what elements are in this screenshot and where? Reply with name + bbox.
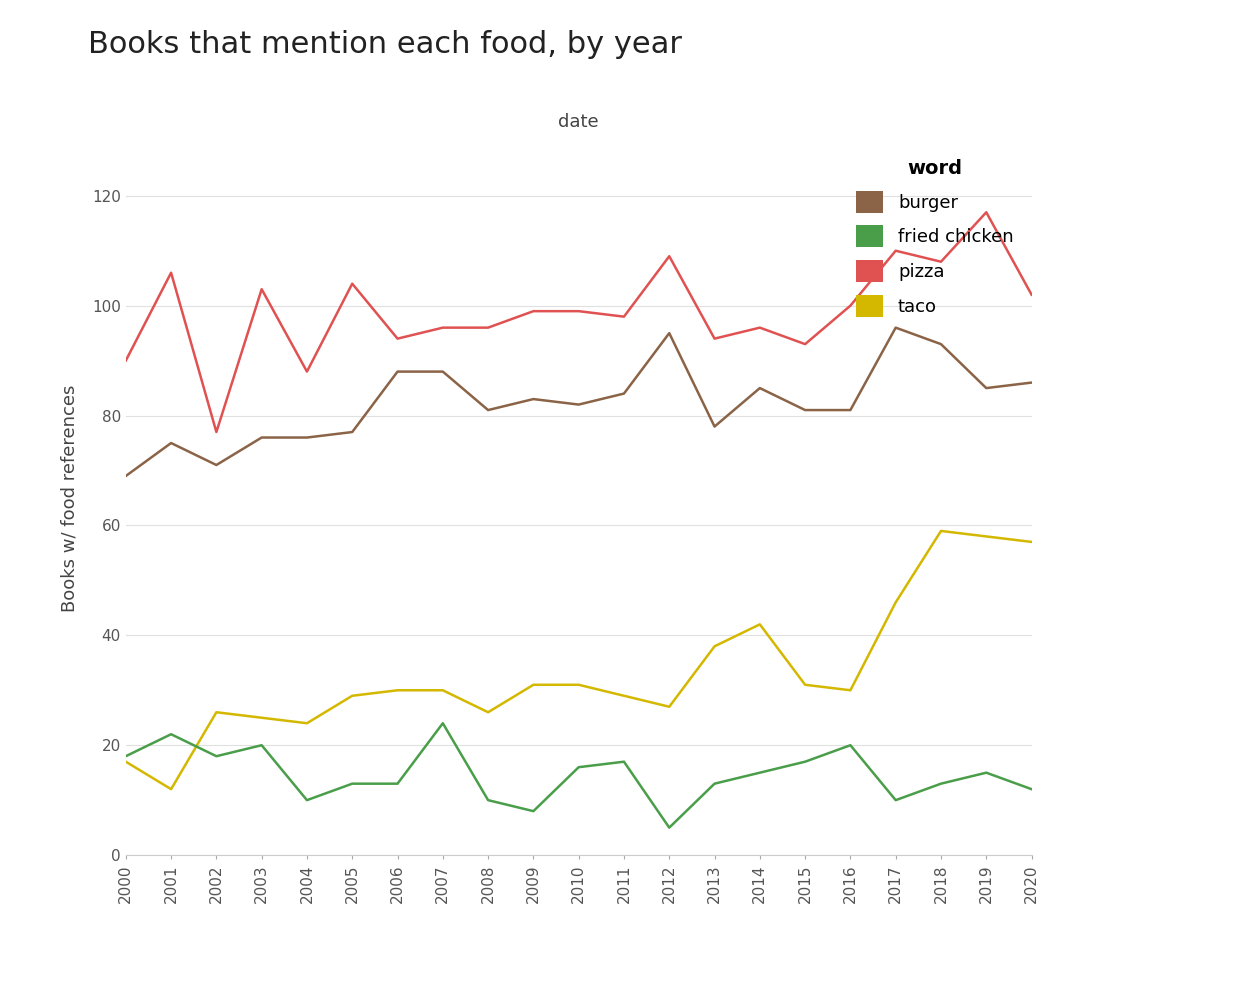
pizza [798, 338, 813, 350]
pizza [299, 365, 314, 377]
taco [118, 756, 133, 768]
pizza [843, 300, 858, 312]
taco [164, 783, 179, 795]
fried chicken [1024, 783, 1039, 795]
pizza [616, 311, 632, 323]
pizza [752, 322, 767, 334]
fried chicken [843, 739, 858, 751]
Line: fried chicken: fried chicken [126, 723, 1032, 828]
taco [1024, 536, 1039, 548]
pizza [571, 305, 586, 317]
taco [662, 701, 677, 713]
fried chicken [209, 750, 224, 763]
pizza [435, 322, 450, 334]
fried chicken [481, 794, 496, 806]
taco [798, 679, 813, 691]
fried chicken [888, 794, 903, 806]
burger [1024, 376, 1039, 388]
pizza [209, 426, 224, 438]
burger [345, 426, 360, 438]
Line: taco: taco [126, 531, 1032, 789]
taco [435, 684, 450, 696]
Y-axis label: Books w/ food references: Books w/ food references [60, 384, 78, 612]
fried chicken [435, 717, 450, 729]
pizza [662, 250, 677, 263]
pizza [390, 333, 405, 345]
fried chicken [164, 728, 179, 740]
pizza [118, 354, 133, 366]
burger [616, 387, 632, 399]
taco [526, 679, 541, 691]
fried chicken [752, 767, 767, 779]
fried chicken [979, 767, 994, 779]
burger [843, 404, 858, 416]
Line: pizza: pizza [126, 212, 1032, 432]
pizza [345, 278, 360, 290]
fried chicken [662, 822, 677, 834]
pizza [254, 283, 269, 295]
taco [979, 530, 994, 542]
taco [299, 717, 314, 729]
fried chicken [571, 762, 586, 774]
burger [118, 470, 133, 482]
burger [435, 365, 450, 377]
fried chicken [798, 756, 813, 768]
pizza [707, 333, 722, 345]
fried chicken [345, 778, 360, 790]
burger [752, 382, 767, 394]
taco [481, 706, 496, 718]
Title: date: date [559, 113, 599, 131]
fried chicken [254, 739, 269, 751]
taco [345, 690, 360, 702]
fried chicken [299, 794, 314, 806]
fried chicken [118, 750, 133, 763]
burger [164, 437, 179, 449]
taco [888, 597, 903, 609]
pizza [481, 322, 496, 334]
pizza [1024, 289, 1039, 301]
taco [616, 690, 632, 702]
fried chicken [526, 805, 541, 817]
taco [752, 619, 767, 631]
fried chicken [933, 778, 949, 790]
pizza [888, 244, 903, 257]
taco [933, 525, 949, 537]
taco [707, 640, 722, 652]
burger [299, 432, 314, 444]
Line: burger: burger [126, 328, 1032, 476]
fried chicken [616, 756, 632, 768]
burger [526, 393, 541, 405]
fried chicken [707, 778, 722, 790]
taco [571, 679, 586, 691]
burger [798, 404, 813, 416]
burger [888, 322, 903, 334]
burger [481, 404, 496, 416]
burger [979, 382, 994, 394]
pizza [979, 206, 994, 218]
fried chicken [390, 778, 405, 790]
burger [707, 421, 722, 433]
taco [254, 711, 269, 723]
pizza [164, 267, 179, 279]
burger [209, 459, 224, 471]
Text: Books that mention each food, by year: Books that mention each food, by year [88, 30, 682, 59]
burger [571, 398, 586, 410]
burger [390, 365, 405, 377]
burger [933, 338, 949, 350]
burger [254, 432, 269, 444]
pizza [933, 256, 949, 268]
pizza [526, 305, 541, 317]
taco [843, 684, 858, 696]
taco [209, 706, 224, 718]
Legend: burger, fried chicken, pizza, taco: burger, fried chicken, pizza, taco [848, 150, 1023, 326]
burger [662, 327, 677, 339]
taco [390, 684, 405, 696]
